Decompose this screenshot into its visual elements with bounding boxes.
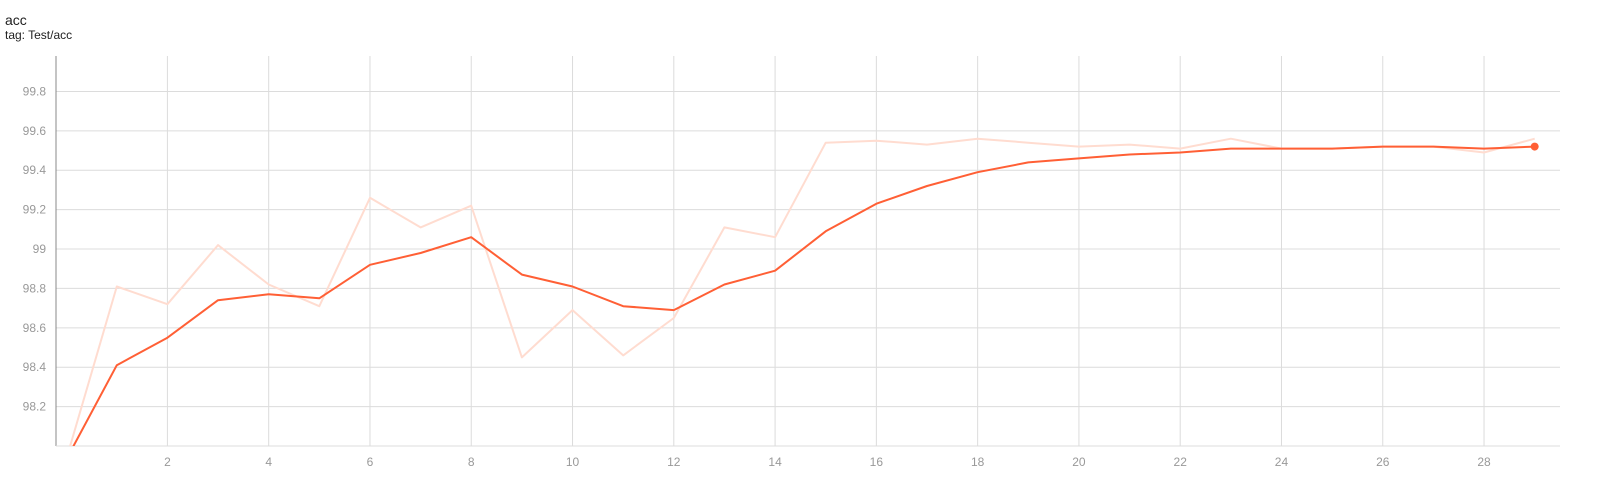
y-tick-label: 98.2 xyxy=(23,400,47,414)
chart-card-header: acc tag: Test/acc xyxy=(5,12,72,42)
y-tick-label: 99.8 xyxy=(23,84,47,98)
y-tick-label: 98.6 xyxy=(23,321,47,335)
chart-tag: tag: Test/acc xyxy=(5,28,73,42)
raw-series-line xyxy=(69,137,1535,446)
y-tick-label: 98.4 xyxy=(23,360,47,374)
x-tick-label: 18 xyxy=(971,455,985,469)
y-tick-label: 99 xyxy=(33,242,47,256)
x-tick-label: 16 xyxy=(870,455,884,469)
y-tick-label: 98.8 xyxy=(23,281,47,295)
smoothed-series-endpoint xyxy=(1530,142,1539,151)
x-tick-label: 6 xyxy=(367,455,374,469)
x-tick-label: 24 xyxy=(1275,455,1289,469)
x-tick-label: 26 xyxy=(1376,455,1390,469)
x-tick-label: 2 xyxy=(164,455,171,469)
x-tick-label: 20 xyxy=(1072,455,1086,469)
x-tick-label: 8 xyxy=(468,455,475,469)
y-tick-label: 99.2 xyxy=(23,203,47,217)
x-tick-label: 22 xyxy=(1174,455,1188,469)
smoothed-series-line xyxy=(72,145,1535,446)
chart-title: acc xyxy=(5,12,27,28)
x-tick-label: 12 xyxy=(667,455,681,469)
x-tick-label: 4 xyxy=(265,455,272,469)
x-tick-label: 10 xyxy=(566,455,580,469)
y-tick-label: 99.4 xyxy=(23,163,47,177)
x-tick-label: 28 xyxy=(1477,455,1491,469)
x-tick-label: 14 xyxy=(768,455,782,469)
y-tick-label: 99.6 xyxy=(23,124,47,138)
